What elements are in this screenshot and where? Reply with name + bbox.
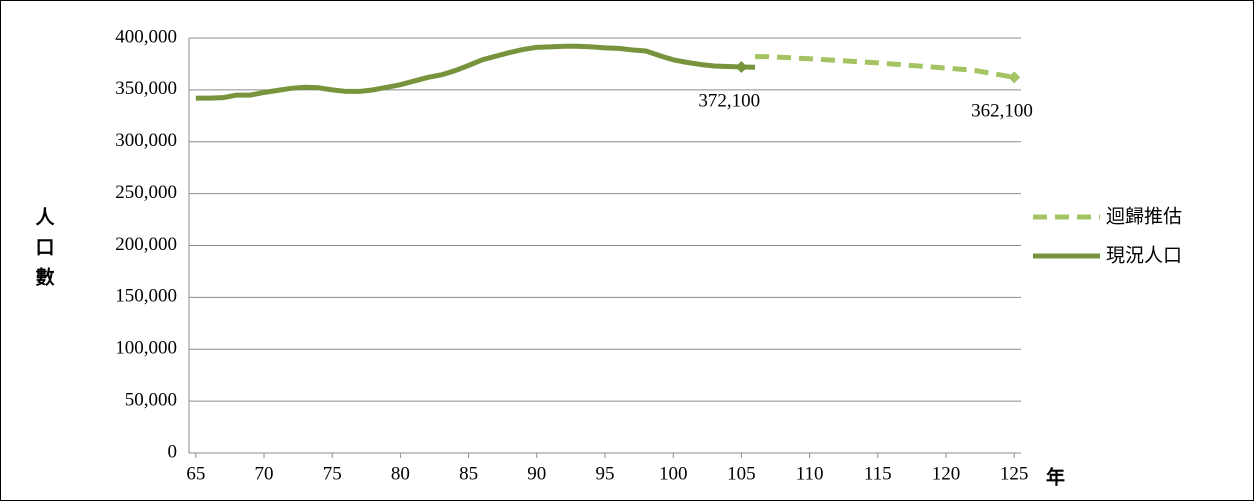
legend-label: 現況人口 xyxy=(1106,245,1182,267)
y-tick-label: 0 xyxy=(168,441,178,462)
x-tick-label: 80 xyxy=(391,463,410,484)
y-tick-label: 250,000 xyxy=(115,182,177,203)
x-tick-label: 90 xyxy=(527,463,546,484)
x-tick-label: 115 xyxy=(864,463,892,484)
x-tick-label: 100 xyxy=(659,463,688,484)
y-axis-label: 人 xyxy=(35,207,55,229)
data-marker xyxy=(1008,71,1021,84)
series-line xyxy=(755,54,1015,80)
y-tick-label: 350,000 xyxy=(115,78,177,99)
x-tick-label: 95 xyxy=(596,463,615,484)
y-tick-label: 50,000 xyxy=(125,389,177,410)
y-tick-label: 100,000 xyxy=(115,338,177,359)
x-tick-label: 105 xyxy=(727,463,756,484)
x-tick-label: 70 xyxy=(255,463,274,484)
x-tick-label: 110 xyxy=(796,463,824,484)
data-label: 372,100 xyxy=(698,90,760,111)
legend-label: 迴歸推估 xyxy=(1106,206,1182,228)
x-tick-label: 125 xyxy=(1000,463,1029,484)
x-tick-label: 65 xyxy=(186,463,205,484)
series-line xyxy=(195,43,756,101)
y-axis-label: 數 xyxy=(35,267,54,289)
x-tick-label: 75 xyxy=(323,463,342,484)
data-label: 362,100 xyxy=(971,101,1033,122)
x-axis-label: 年 xyxy=(1046,466,1065,489)
y-tick-label: 200,000 xyxy=(115,234,177,255)
y-tick-label: 300,000 xyxy=(115,130,177,151)
x-tick-label: 120 xyxy=(932,463,961,484)
y-axis-label: 口 xyxy=(35,237,54,259)
data-marker xyxy=(735,60,748,73)
y-tick-label: 150,000 xyxy=(115,286,177,307)
y-tick-label: 400,000 xyxy=(115,26,177,47)
x-tick-label: 85 xyxy=(459,463,478,484)
